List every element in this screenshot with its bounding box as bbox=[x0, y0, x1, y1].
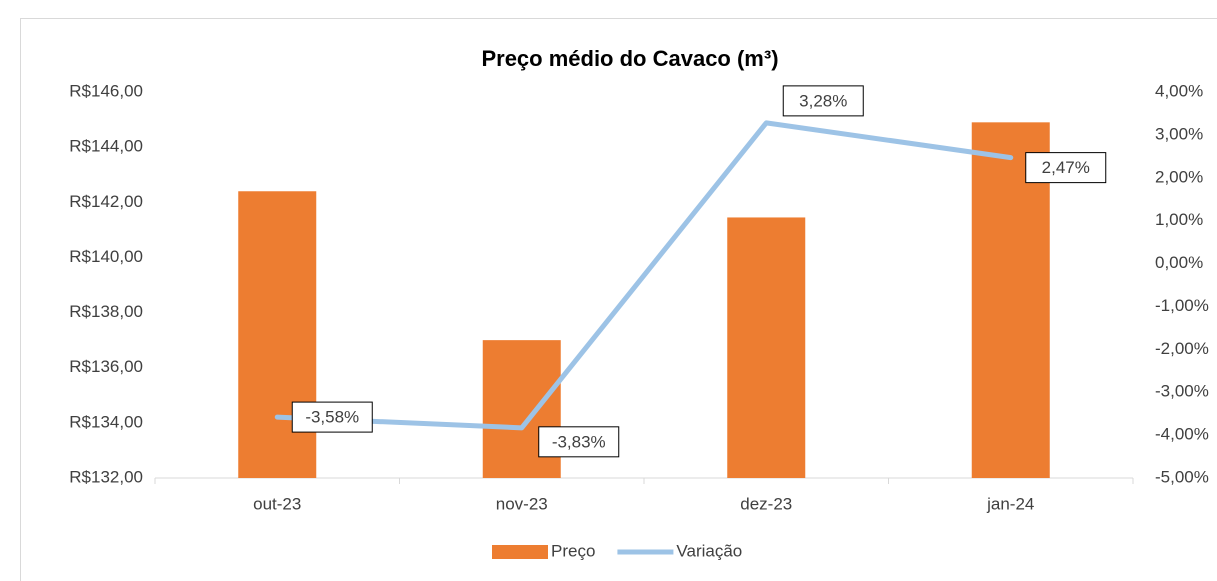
line bbox=[274, 120, 1014, 431]
bar bbox=[727, 217, 806, 478]
y-tick-label: R$140,00 bbox=[69, 247, 143, 266]
x-tick-label: nov-23 bbox=[496, 494, 548, 513]
data-label: 2,47% bbox=[1042, 158, 1090, 177]
y2-tick-label: -3,00% bbox=[1155, 382, 1209, 401]
y2-tick-label: -1,00% bbox=[1155, 296, 1209, 315]
y-tick-label: R$134,00 bbox=[69, 412, 143, 431]
y2-tick-label: 1,00% bbox=[1155, 210, 1203, 229]
y-tick-label: R$132,00 bbox=[69, 467, 143, 486]
chart-title: Preço médio do Cavaco (m³) bbox=[481, 46, 778, 71]
x-tick-label: jan-24 bbox=[986, 494, 1034, 513]
y2-tick-label: -5,00% bbox=[1155, 467, 1209, 486]
y-tick-label: R$142,00 bbox=[69, 192, 143, 211]
y2-tick-label: 2,00% bbox=[1155, 167, 1203, 186]
y-tick-label: R$144,00 bbox=[69, 137, 143, 156]
data-label: -3,83% bbox=[552, 432, 606, 451]
data-label: 3,28% bbox=[799, 91, 847, 110]
y2-tick-label: -4,00% bbox=[1155, 425, 1209, 444]
legend-label: Variação bbox=[676, 541, 742, 560]
legend-label: Preço bbox=[551, 541, 595, 560]
data-label-box bbox=[782, 85, 864, 117]
data-label-box bbox=[291, 401, 373, 433]
y2-tick-label: 0,00% bbox=[1155, 253, 1203, 272]
y-tick-label: R$138,00 bbox=[69, 302, 143, 321]
x-tick-label: out-23 bbox=[253, 494, 301, 513]
y-tick-label: R$136,00 bbox=[69, 357, 143, 376]
legend-swatch bbox=[492, 545, 548, 559]
x-tick-label: dez-23 bbox=[740, 494, 792, 513]
bar bbox=[238, 191, 317, 478]
data-label: -3,58% bbox=[305, 408, 359, 427]
y2-tick-label: 4,00% bbox=[1155, 81, 1203, 100]
y2-tick-label: -2,00% bbox=[1155, 339, 1209, 358]
data-label-box bbox=[538, 426, 620, 458]
y2-tick-label: 3,00% bbox=[1155, 124, 1203, 143]
bar bbox=[482, 340, 561, 478]
y-tick-label: R$146,00 bbox=[69, 81, 143, 100]
data-label-box bbox=[1025, 152, 1107, 184]
